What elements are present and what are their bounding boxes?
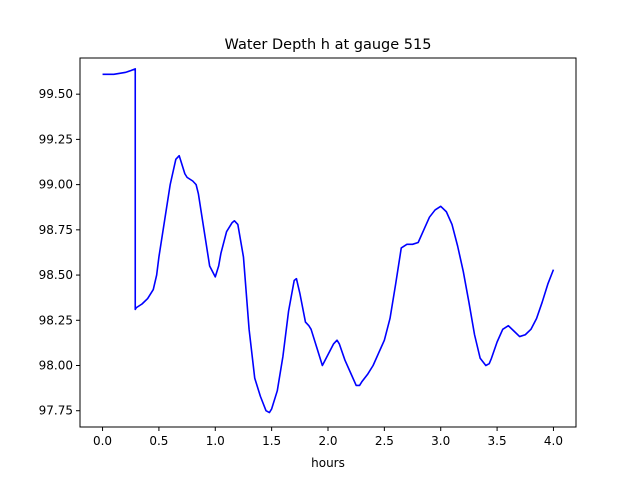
y-tick-label: 98.75 bbox=[39, 223, 73, 237]
y-tick-label: 97.75 bbox=[39, 404, 73, 418]
axes-frame bbox=[79, 57, 577, 428]
y-tick-label: 99.25 bbox=[39, 132, 73, 146]
x-tick-label: 0.0 bbox=[93, 434, 112, 448]
x-tick-label: 3.0 bbox=[431, 434, 450, 448]
y-axis: 97.75 98.00 98.25 98.50 98.75 99.00 99.25 99.50 bbox=[39, 87, 80, 418]
y-tick-label: 98.50 bbox=[39, 268, 73, 282]
x-tick-label: 2.0 bbox=[318, 434, 337, 448]
chart-title: Water Depth h at gauge 515 bbox=[225, 37, 432, 53]
x-tick-label: 1.5 bbox=[262, 434, 281, 448]
x-tick-label: 1.0 bbox=[206, 434, 225, 448]
y-tick-label: 99.00 bbox=[39, 178, 73, 192]
plot-area bbox=[102, 68, 555, 414]
x-tick-label: 3.5 bbox=[488, 434, 507, 448]
y-tick-label: 98.00 bbox=[39, 359, 73, 373]
x-tick-label: 0.5 bbox=[149, 434, 168, 448]
x-axis-label: hours bbox=[311, 456, 345, 470]
x-axis: 0.0 0.5 1.0 1.5 2.0 2.5 3.0 3.5 4.0 bbox=[93, 427, 563, 448]
x-tick-label: 2.5 bbox=[375, 434, 394, 448]
x-tick-label: 4.0 bbox=[544, 434, 563, 448]
y-tick-label: 98.25 bbox=[39, 313, 73, 327]
series-line-0 bbox=[102, 68, 555, 414]
y-tick-label: 99.50 bbox=[39, 87, 73, 101]
